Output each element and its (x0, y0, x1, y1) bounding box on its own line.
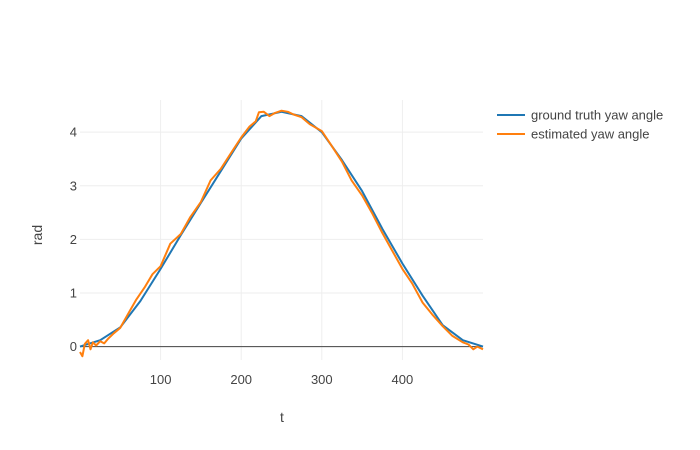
x-tick-label: 200 (230, 372, 252, 387)
y-tick-label: 2 (70, 232, 77, 247)
series-line-0 (79, 110, 484, 348)
legend-label-1: estimated yaw angle (531, 127, 650, 142)
x-tick-label: 100 (150, 372, 172, 387)
y-tick-label: 1 (70, 285, 77, 300)
y-tick-label: 3 (70, 178, 77, 193)
y-tick-label: 0 (70, 339, 77, 354)
x-gridlines (160, 100, 403, 360)
y-tick-labels: 0 1 2 3 4 (70, 125, 77, 354)
legend: ground truth yaw angle estimated yaw angl… (497, 108, 663, 142)
series-layer (79, 109, 484, 358)
series-line-1 (79, 109, 484, 358)
x-tick-labels: 100 200 300 400 (150, 372, 414, 387)
legend-label-0: ground truth yaw angle (531, 108, 663, 123)
y-axis-title: rad (29, 225, 45, 245)
x-axis-title: t (280, 409, 284, 425)
x-tick-label: 400 (392, 372, 414, 387)
y-tick-label: 4 (70, 125, 77, 140)
x-tick-label: 300 (311, 372, 333, 387)
